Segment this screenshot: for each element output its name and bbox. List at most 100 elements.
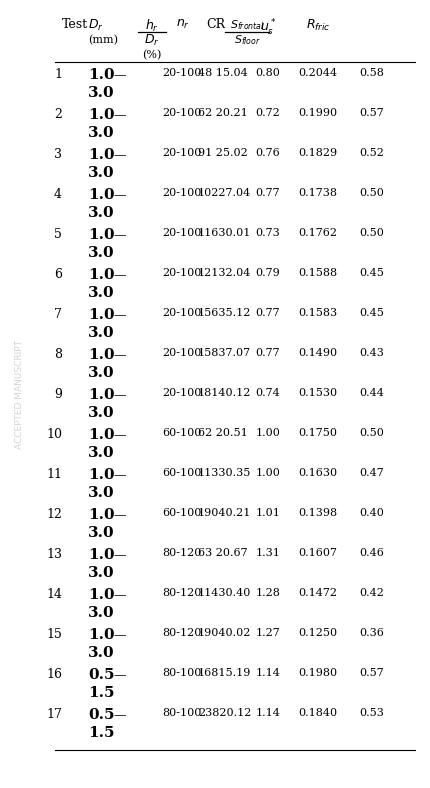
Text: 62 20.21: 62 20.21 xyxy=(197,108,247,118)
Text: 10: 10 xyxy=(46,428,62,441)
Text: 0.1829: 0.1829 xyxy=(298,148,337,158)
Text: 1.14: 1.14 xyxy=(255,668,280,678)
Text: 1.0: 1.0 xyxy=(88,108,114,122)
Text: ACCEPTED MANUSCRIPT: ACCEPTED MANUSCRIPT xyxy=(15,340,25,448)
Text: $h_r$: $h_r$ xyxy=(144,18,159,34)
Text: 12: 12 xyxy=(46,508,62,521)
Text: 3.0: 3.0 xyxy=(88,206,114,220)
Text: 0.1738: 0.1738 xyxy=(298,188,337,198)
Text: —: — xyxy=(113,509,125,522)
Text: 3.0: 3.0 xyxy=(88,446,114,460)
Text: 11630.01: 11630.01 xyxy=(197,228,251,238)
Text: 0.5: 0.5 xyxy=(88,708,114,722)
Text: —: — xyxy=(113,629,125,642)
Text: (%): (%) xyxy=(142,50,161,61)
Text: 1.0: 1.0 xyxy=(88,508,114,522)
Text: $D_r$: $D_r$ xyxy=(88,18,104,33)
Text: 3.0: 3.0 xyxy=(88,246,114,260)
Text: 16: 16 xyxy=(46,668,62,681)
Text: 18140.12: 18140.12 xyxy=(197,388,251,398)
Text: —: — xyxy=(113,709,125,722)
Text: 20-100: 20-100 xyxy=(162,308,201,318)
Text: 1.5: 1.5 xyxy=(88,686,114,700)
Text: 20-100: 20-100 xyxy=(162,68,201,78)
Text: 0.52: 0.52 xyxy=(359,148,384,158)
Text: 3.0: 3.0 xyxy=(88,286,114,300)
Text: $D_r$: $D_r$ xyxy=(144,33,160,48)
Text: 62 20.51: 62 20.51 xyxy=(197,428,247,438)
Text: 60-100: 60-100 xyxy=(162,468,201,478)
Text: 1.00: 1.00 xyxy=(255,468,280,478)
Text: 1.0: 1.0 xyxy=(88,348,114,362)
Text: —: — xyxy=(113,149,125,162)
Text: 1.5: 1.5 xyxy=(88,726,114,740)
Text: 1.0: 1.0 xyxy=(88,188,114,202)
Text: 8: 8 xyxy=(54,348,62,361)
Text: 0.1530: 0.1530 xyxy=(298,388,337,398)
Text: 0.74: 0.74 xyxy=(255,388,280,398)
Text: 3.0: 3.0 xyxy=(88,86,114,100)
Text: 1.0: 1.0 xyxy=(88,68,114,82)
Text: —: — xyxy=(113,349,125,362)
Text: 0.57: 0.57 xyxy=(359,668,384,678)
Text: 3.0: 3.0 xyxy=(88,126,114,140)
Text: 14: 14 xyxy=(46,588,62,601)
Text: 0.1250: 0.1250 xyxy=(298,628,337,638)
Text: —: — xyxy=(113,69,125,82)
Text: —: — xyxy=(113,549,125,562)
Text: 1.00: 1.00 xyxy=(255,428,280,438)
Text: 1.0: 1.0 xyxy=(88,148,114,162)
Text: $n_r$: $n_r$ xyxy=(175,18,190,31)
Text: 1.14: 1.14 xyxy=(255,708,280,718)
Text: 0.1630: 0.1630 xyxy=(298,468,337,478)
Text: 7: 7 xyxy=(54,308,62,321)
Text: 3.0: 3.0 xyxy=(88,566,114,580)
Text: 0.77: 0.77 xyxy=(255,188,280,198)
Text: —: — xyxy=(113,389,125,402)
Text: 0.1762: 0.1762 xyxy=(298,228,337,238)
Text: 0.1398: 0.1398 xyxy=(298,508,337,518)
Text: 0.45: 0.45 xyxy=(359,308,384,318)
Text: 1.0: 1.0 xyxy=(88,308,114,322)
Text: 60-100: 60-100 xyxy=(162,428,201,438)
Text: 1.0: 1.0 xyxy=(88,268,114,282)
Text: 19040.02: 19040.02 xyxy=(197,628,251,638)
Text: 20-100: 20-100 xyxy=(162,108,201,118)
Text: 0.50: 0.50 xyxy=(359,428,384,438)
Text: —: — xyxy=(113,429,125,442)
Text: 0.42: 0.42 xyxy=(359,588,384,598)
Text: 0.47: 0.47 xyxy=(359,468,384,478)
Text: 1.27: 1.27 xyxy=(255,628,280,638)
Text: 48 15.04: 48 15.04 xyxy=(197,68,247,78)
Text: $S_{frontal}$: $S_{frontal}$ xyxy=(230,18,264,32)
Text: 0.43: 0.43 xyxy=(359,348,384,358)
Text: 1.0: 1.0 xyxy=(88,428,114,442)
Text: CR: CR xyxy=(206,18,224,31)
Text: 60-100: 60-100 xyxy=(162,508,201,518)
Text: 3.0: 3.0 xyxy=(88,326,114,340)
Text: 6: 6 xyxy=(54,268,62,281)
Text: 1.31: 1.31 xyxy=(255,548,280,558)
Text: —: — xyxy=(113,189,125,202)
Text: 15837.07: 15837.07 xyxy=(197,348,251,358)
Text: 3.0: 3.0 xyxy=(88,486,114,500)
Text: 1.01: 1.01 xyxy=(255,508,280,518)
Text: 0.73: 0.73 xyxy=(255,228,280,238)
Text: —: — xyxy=(113,589,125,602)
Text: 0.1588: 0.1588 xyxy=(298,268,337,278)
Text: 0.79: 0.79 xyxy=(255,268,280,278)
Text: 20-100: 20-100 xyxy=(162,148,201,158)
Text: 15: 15 xyxy=(46,628,62,641)
Text: 19040.21: 19040.21 xyxy=(197,508,251,518)
Text: —: — xyxy=(113,109,125,122)
Text: 20-100: 20-100 xyxy=(162,228,201,238)
Text: 0.1607: 0.1607 xyxy=(298,548,337,558)
Text: 0.44: 0.44 xyxy=(359,388,384,398)
Text: 1.0: 1.0 xyxy=(88,228,114,242)
Text: 15635.12: 15635.12 xyxy=(197,308,251,318)
Text: 0.77: 0.77 xyxy=(255,348,280,358)
Text: $S_{floor}$: $S_{floor}$ xyxy=(233,33,261,46)
Text: 4: 4 xyxy=(54,188,62,201)
Text: 80-120: 80-120 xyxy=(162,628,201,638)
Text: $R_{fric}$: $R_{fric}$ xyxy=(305,18,329,33)
